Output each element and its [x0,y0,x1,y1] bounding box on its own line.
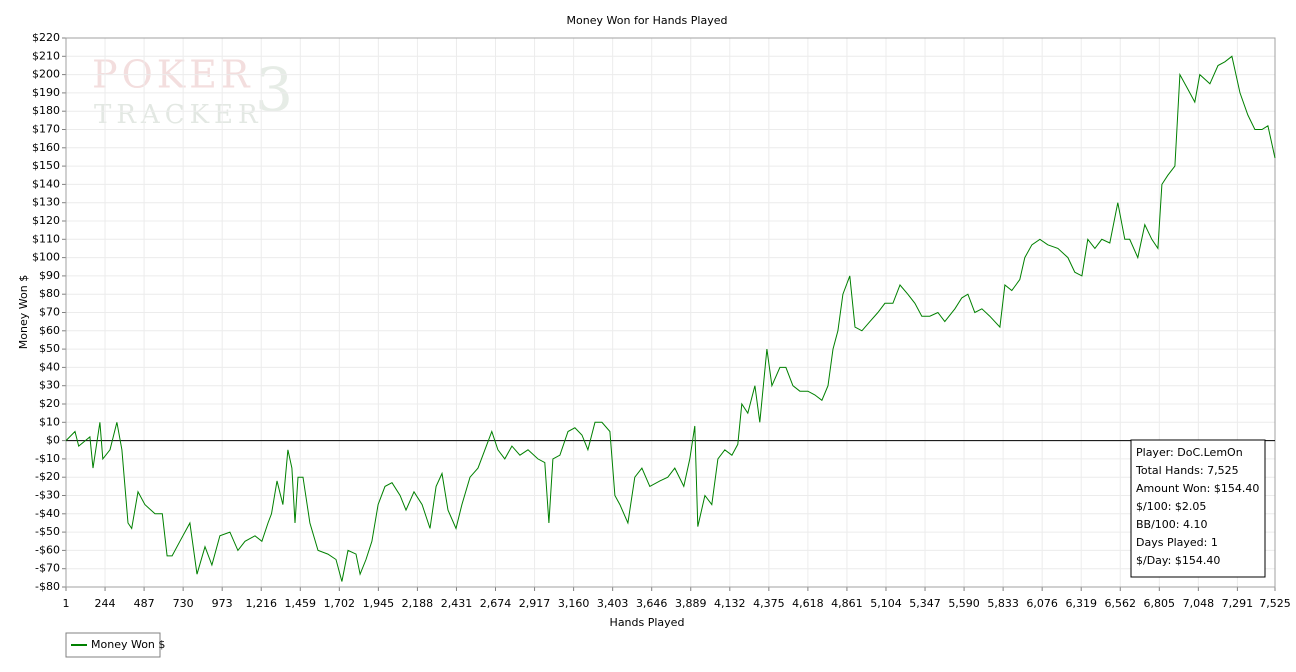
y-tick-label: $40 [39,360,60,373]
x-tick-label: 5,104 [870,597,902,610]
x-tick-label: 1,459 [285,597,317,610]
x-tick-label: 6,805 [1144,597,1176,610]
x-tick-label: 1,945 [363,597,395,610]
x-tick-label: 6,319 [1065,597,1097,610]
y-tick-label: $210 [32,49,60,62]
x-tick-label: 487 [134,597,155,610]
info-text: BB/100: 4.10 [1136,518,1208,531]
y-tick-label: $130 [32,196,60,209]
y-tick-label: $110 [32,232,60,245]
y-tick-label: $10 [39,415,60,428]
y-tick-label: -$40 [35,507,60,520]
y-tick-label: -$10 [35,452,60,465]
watermark: TRACKER [94,100,263,130]
plot-border [65,37,1276,588]
info-text: Player: DoC.LemOn [1136,446,1243,459]
y-tick-label: $200 [32,68,60,81]
y-tick-label: -$50 [35,525,60,538]
x-tick-label: 2,674 [480,597,512,610]
y-tick-label: $50 [39,342,60,355]
y-tick-label: -$20 [35,470,60,483]
y-tick-label: -$30 [35,489,60,502]
y-tick-label: $60 [39,324,60,337]
y-tick-label: $70 [39,306,60,319]
x-tick-label: 7,291 [1222,597,1254,610]
y-tick-label: -$70 [35,562,60,575]
x-tick-label: 730 [173,597,194,610]
chart-title: Money Won for Hands Played [567,14,728,27]
x-axis-label: Hands Played [610,616,685,629]
x-tick-label: 5,590 [948,597,980,610]
y-tick-label: $170 [32,123,60,136]
info-text: Total Hands: 7,525 [1135,464,1239,477]
x-tick-label: 6,076 [1026,597,1058,610]
x-tick-label: 3,403 [597,597,629,610]
y-tick-label: $100 [32,251,60,264]
info-text: $/Day: $154.40 [1136,554,1220,567]
x-tick-label: 7,048 [1183,597,1215,610]
x-tick-label: 973 [212,597,233,610]
data-line [65,55,1276,582]
y-tick-label: $30 [39,379,60,392]
x-tick-label: 3,889 [675,597,707,610]
x-tick-label: 5,347 [909,597,941,610]
x-tick-label: 5,833 [987,597,1019,610]
legend-label: Money Won $ [91,638,165,651]
x-tick-label: 2,431 [441,597,473,610]
info-text: Amount Won: $154.40 [1136,482,1259,495]
info-text: $/100: $2.05 [1136,500,1206,513]
x-tick-label: 4,132 [714,597,746,610]
y-tick-label: -$80 [35,580,60,593]
x-tick-label: 4,618 [792,597,824,610]
x-tick-label: 4,375 [753,597,785,610]
x-tick-label: 2,188 [402,597,434,610]
y-tick-label: -$60 [35,543,60,556]
x-tick-label: 1,702 [324,597,356,610]
y-tick-label: $220 [32,31,60,44]
x-tick-label: 3,160 [558,597,590,610]
y-axis-label: Money Won $ [17,275,30,349]
y-tick-label: $20 [39,397,60,410]
x-tick-label: 7,525 [1259,597,1291,610]
x-tick-label: 244 [95,597,116,610]
x-tick-label: 3,646 [636,597,668,610]
y-tick-label: $140 [32,177,60,190]
x-tick-label: 4,861 [831,597,863,610]
y-tick-label: $190 [32,86,60,99]
x-tick-label: 6,562 [1105,597,1137,610]
y-tick-label: $120 [32,214,60,227]
info-box [1130,439,1266,578]
y-tick-label: $150 [32,159,60,172]
watermark: 3 [255,56,293,126]
y-tick-label: $180 [32,104,60,117]
x-tick-label: 2,917 [519,597,551,610]
x-tick-label: 1,216 [245,597,277,610]
y-tick-label: $0 [46,434,60,447]
y-tick-label: $80 [39,287,60,300]
info-text: Days Played: 1 [1136,536,1218,549]
y-tick-label: $90 [39,269,60,282]
y-tick-label: $160 [32,141,60,154]
x-tick-label: 1 [63,597,70,610]
